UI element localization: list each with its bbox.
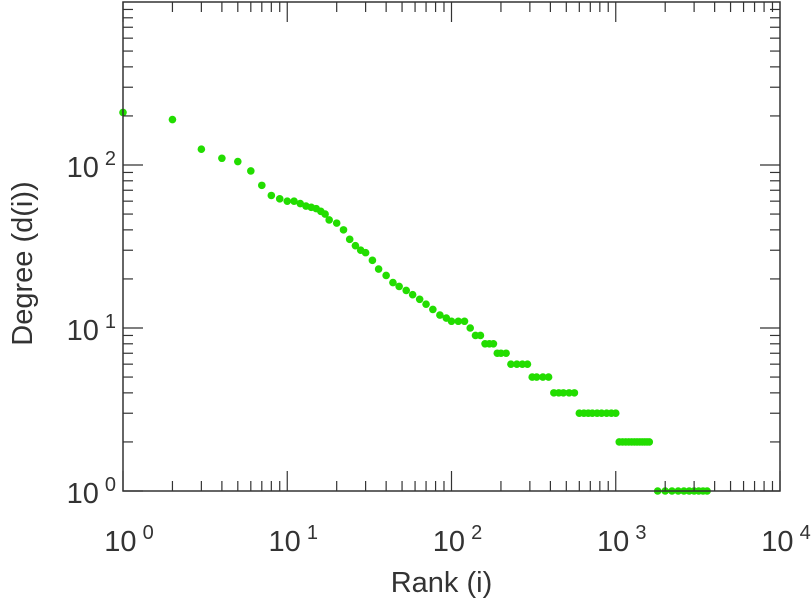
data-point [523, 360, 532, 368]
data-point [645, 438, 654, 446]
data-point [532, 373, 541, 381]
data-point [382, 271, 390, 280]
data-point [332, 219, 341, 227]
data-point [559, 389, 568, 397]
tick-base: 10 [761, 526, 793, 558]
data-point [415, 295, 424, 304]
data-point [368, 256, 377, 265]
data-point [339, 226, 348, 234]
tick-base: 10 [597, 526, 629, 558]
data-point [395, 282, 403, 291]
data-point [436, 311, 444, 319]
tick-exponent: 4 [800, 522, 811, 544]
data-point [513, 360, 521, 368]
data-point [168, 115, 177, 124]
data-point [544, 373, 553, 381]
x-tick-label: 10 3 [597, 522, 646, 558]
plot-frame [122, 1, 781, 492]
data-point [361, 248, 370, 257]
tick-base: 10 [433, 526, 465, 558]
data-point [283, 197, 292, 205]
data-point [325, 216, 333, 224]
tick-exponent: 1 [105, 311, 116, 333]
data-point [290, 197, 298, 205]
data-point [507, 360, 515, 368]
data-point [402, 286, 411, 295]
data-point [351, 241, 360, 250]
y-tick-labels: 10 0 10 1 10 2 [67, 148, 116, 510]
data-points [119, 108, 711, 495]
data-point [565, 389, 573, 397]
data-point [539, 373, 547, 381]
x-tick-label: 10 1 [269, 522, 318, 558]
data-point [197, 145, 206, 154]
x-tick-label: 10 2 [433, 522, 482, 558]
y-axis-label: Degree (d(i)) [7, 181, 39, 345]
data-point [454, 317, 463, 326]
x-axis-label: Rank (i) [391, 567, 493, 599]
data-point [489, 339, 498, 348]
data-point [321, 210, 329, 218]
tick-base: 10 [67, 152, 99, 184]
data-point [476, 331, 485, 340]
tick-exponent: 0 [143, 522, 154, 544]
data-point [345, 235, 354, 244]
data-point [502, 349, 510, 358]
data-point [275, 195, 284, 203]
data-point [218, 154, 226, 163]
data-point [247, 167, 255, 175]
data-point [460, 317, 469, 326]
axis-ticks [122, 2, 781, 492]
x-tick-label: 10 4 [761, 522, 810, 558]
data-point [296, 199, 305, 208]
data-point [570, 389, 579, 397]
y-tick-label: 10 1 [67, 311, 116, 347]
data-point [258, 181, 266, 190]
data-point [611, 409, 620, 418]
tick-base: 10 [104, 526, 136, 558]
data-point [267, 191, 276, 200]
data-point [389, 278, 397, 287]
data-point [234, 157, 242, 166]
tick-exponent: 2 [471, 522, 482, 544]
y-tick-label: 10 2 [67, 148, 116, 184]
y-tick-label: 10 0 [67, 474, 116, 510]
x-tick-label: 10 0 [104, 522, 153, 558]
tick-base: 10 [269, 526, 301, 558]
tick-exponent: 3 [635, 522, 646, 544]
tick-exponent: 0 [105, 474, 116, 496]
x-tick-labels: 10 0 10 1 10 2 10 3 10 4 [104, 522, 810, 558]
tick-exponent: 2 [105, 148, 116, 170]
tick-base: 10 [67, 315, 99, 347]
data-point [447, 317, 456, 326]
data-point [374, 265, 383, 273]
data-point [429, 305, 437, 314]
data-point [422, 300, 430, 308]
data-point [408, 290, 417, 299]
tick-base: 10 [67, 478, 99, 510]
tick-exponent: 1 [307, 522, 318, 544]
data-point [466, 324, 475, 332]
